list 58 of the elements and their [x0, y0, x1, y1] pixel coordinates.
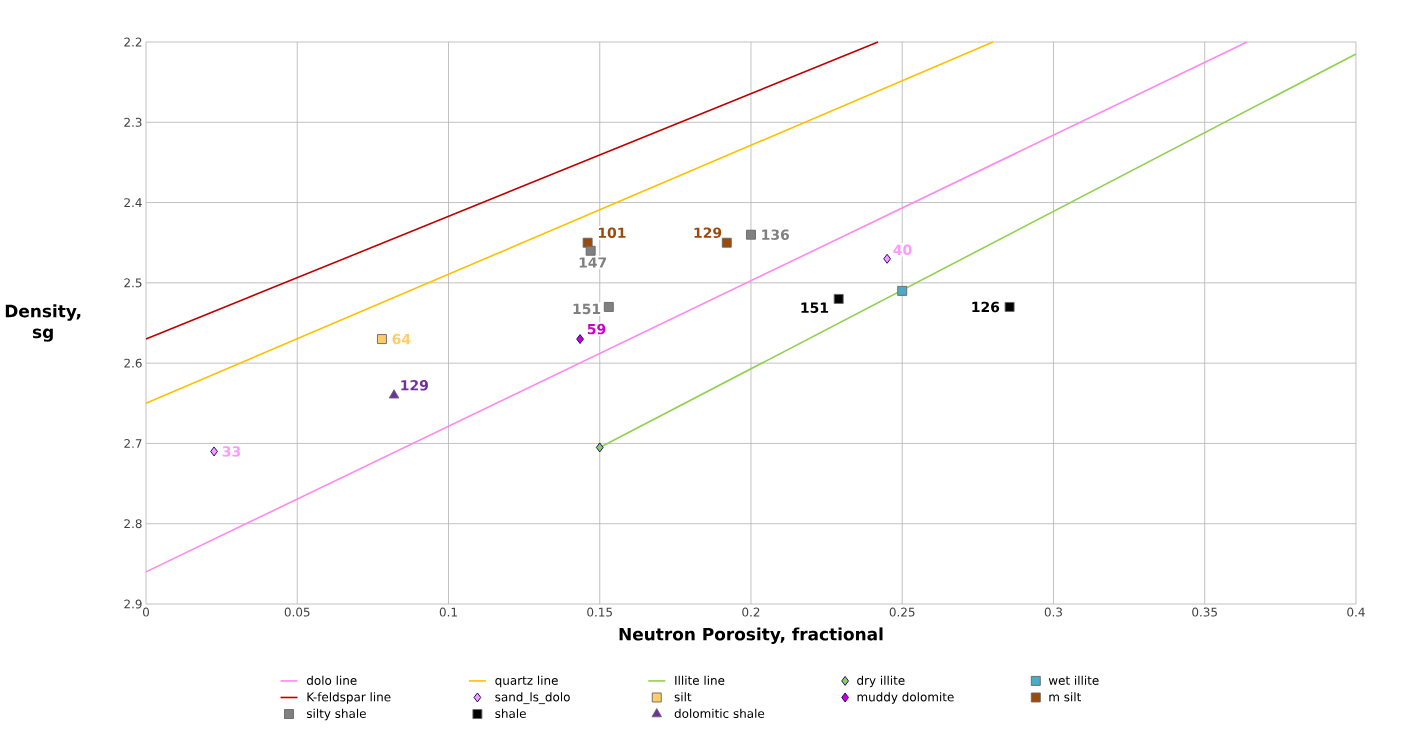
- annotation: 101: [598, 227, 626, 239]
- legend-label: dolo line: [306, 675, 357, 685]
- x-tick-label: 0.4: [1347, 607, 1365, 617]
- point: [746, 229, 756, 240]
- annotation: 129: [694, 227, 722, 239]
- annotation: 33: [222, 446, 241, 457]
- y-tick-label: 2.5: [124, 278, 142, 288]
- point: [576, 334, 584, 345]
- annotation: 59: [587, 323, 606, 335]
- annotation: 129: [401, 380, 428, 391]
- point: [582, 237, 593, 248]
- legend-label: dolomitic shale: [674, 708, 765, 719]
- annotation: 147: [579, 257, 607, 268]
- point: [1004, 302, 1015, 312]
- y-tick-label: 2.4: [124, 198, 142, 208]
- y-tick-label: 2.3: [124, 117, 142, 127]
- x-tick-label: 0.2: [742, 607, 760, 617]
- x-tick-label: 0.35: [1192, 607, 1217, 617]
- legend-label: Illite line: [675, 675, 725, 685]
- annotation: 151: [801, 302, 829, 313]
- annotation: 126: [972, 301, 1000, 313]
- point: [721, 237, 732, 248]
- y-tick-label: 2.2: [124, 37, 142, 47]
- legend-label: wet illite: [1048, 675, 1099, 685]
- y-tick-label: 2.7: [124, 439, 142, 448]
- legend-label: sand_ls_dolo: [495, 692, 570, 705]
- legend-label: quartz line: [495, 675, 558, 688]
- legend-label: silt: [674, 692, 692, 702]
- x-axis-title: Neutron Porosity, fractional: [619, 627, 883, 644]
- legend-label: muddy dolomite: [857, 692, 954, 704]
- point: [897, 285, 908, 296]
- point: [376, 334, 387, 345]
- annotation: 40: [893, 244, 912, 256]
- x-tick-label: 0.25: [889, 607, 915, 617]
- point: [603, 302, 614, 312]
- legend-label: m silt: [1049, 692, 1082, 702]
- point: [883, 253, 891, 264]
- annotation: 136: [762, 229, 790, 240]
- y-axis-title: Density, sg: [5, 304, 81, 342]
- y-tick-label: 2.6: [124, 358, 142, 368]
- point: [833, 293, 844, 304]
- point: [595, 442, 604, 453]
- legend-label: shale: [495, 708, 526, 719]
- x-tick-label: 0.15: [587, 607, 612, 617]
- legend-label: silty shale: [306, 708, 366, 721]
- point: [388, 389, 400, 399]
- x-tick-label: 0.05: [284, 607, 310, 617]
- x-tick-label: 0: [142, 607, 150, 617]
- y-tick-label: 2.9: [124, 599, 142, 609]
- legend-label: dry illite: [857, 675, 905, 688]
- y-tick-label: 2.8: [124, 519, 142, 529]
- annotation: 151: [573, 303, 601, 315]
- point: [210, 446, 218, 457]
- legend-label: K-feldspar line: [307, 692, 391, 704]
- point: [585, 245, 596, 256]
- annotation: 64: [392, 333, 411, 345]
- x-tick-label: 0.1: [439, 607, 457, 617]
- x-tick-label: 0.3: [1044, 607, 1063, 617]
